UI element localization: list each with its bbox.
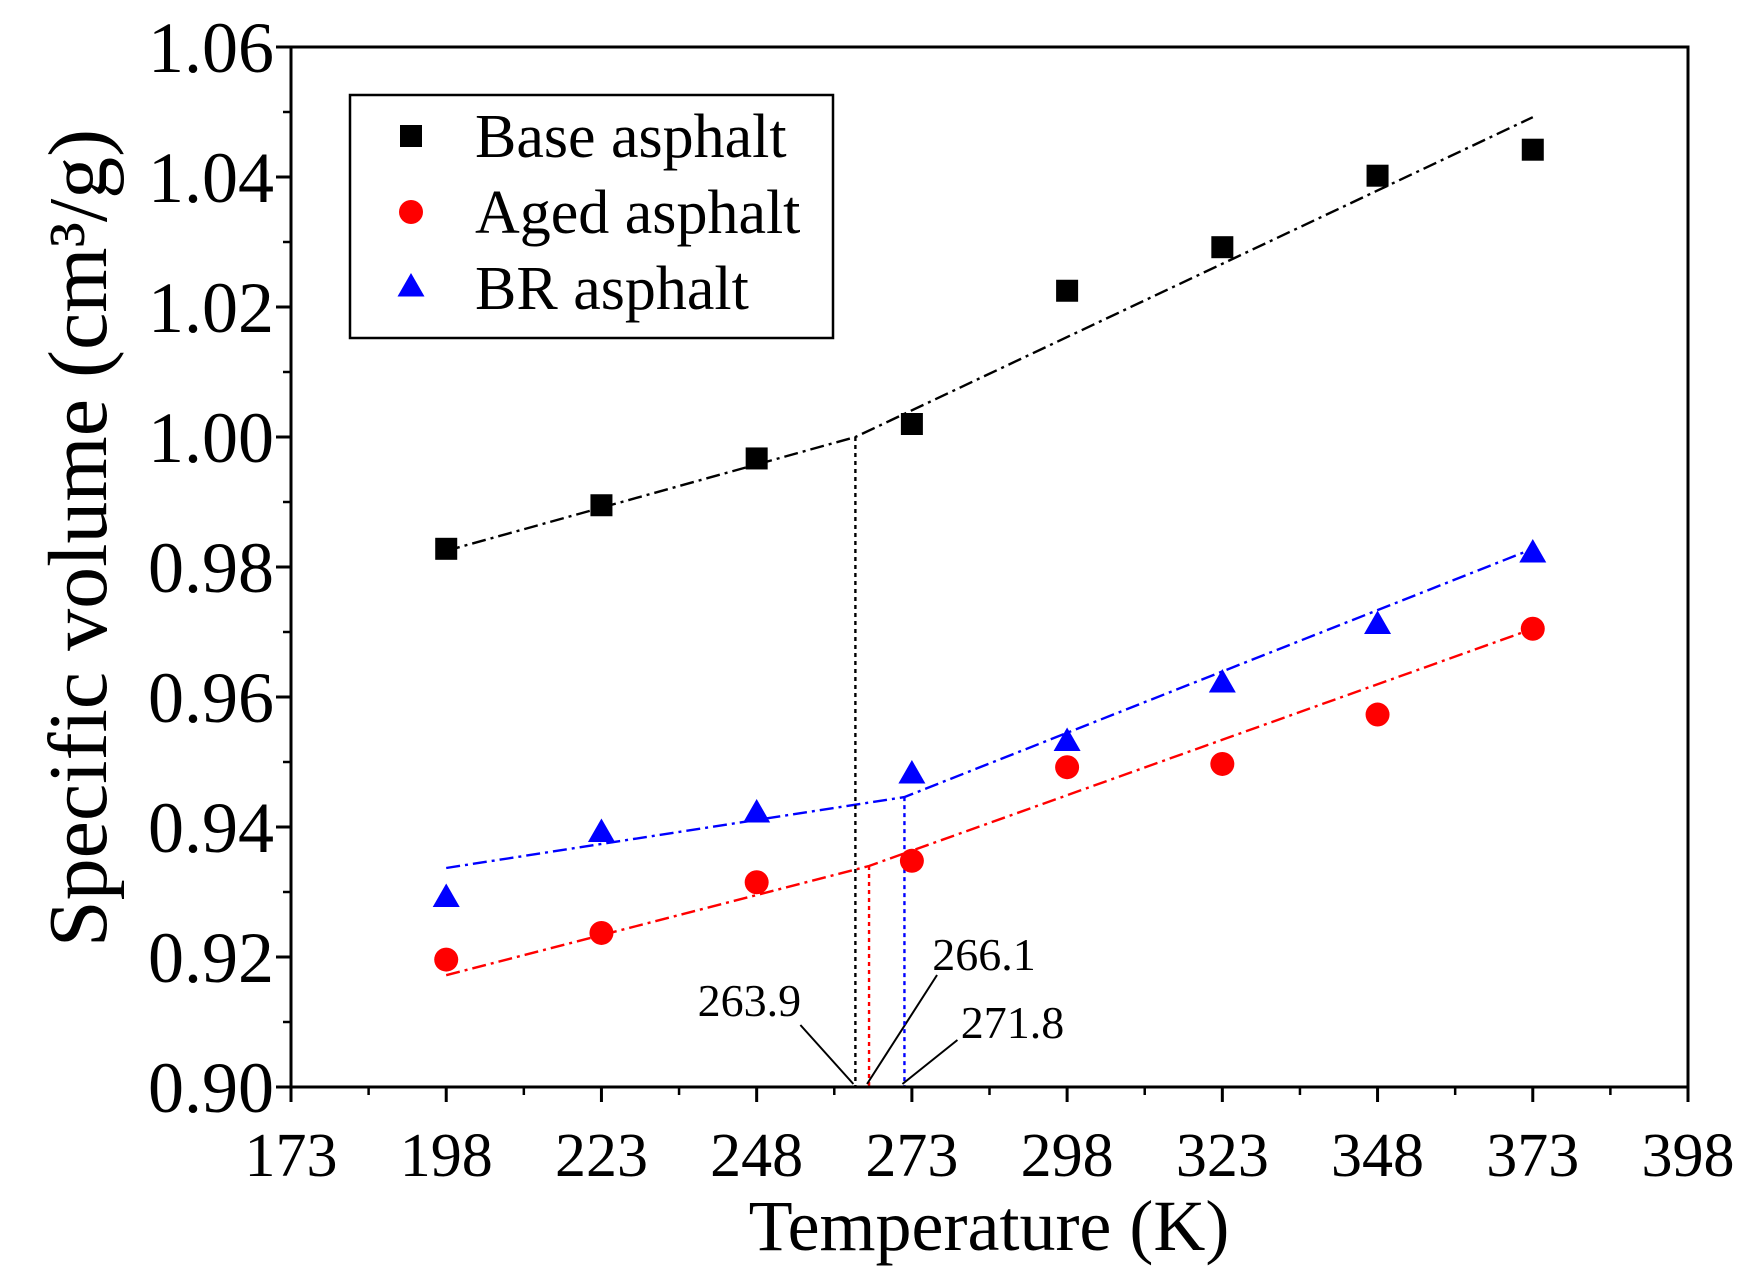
transition-label-271-8: 271.8 [961, 997, 1065, 1048]
br-asphalt-point-248 [743, 799, 771, 823]
x-tick-label: 173 [245, 1122, 338, 1190]
base-asphalt-point-198 [435, 537, 458, 560]
aged-asphalt-point-323 [1210, 751, 1235, 776]
br-asphalt-point-298 [1053, 727, 1081, 751]
y-tick-label: 0.90 [148, 1048, 274, 1128]
legend-marker-base-asphalt [400, 125, 422, 147]
y-tick-label: 0.96 [148, 658, 274, 738]
axis-ticks: 173 198 223 248 273 298 323 348 373 398 0.90 0.92 0.… [148, 8, 1735, 1190]
data-points [432, 138, 1547, 972]
x-axis-label: Temperature (K) [749, 1186, 1230, 1266]
y-tick-label: 1.06 [148, 8, 274, 88]
aged-asphalt-point-223 [589, 920, 614, 945]
x-tick-label: 223 [555, 1122, 648, 1190]
base-asphalt-point-348 [1366, 164, 1389, 187]
base-asphalt-point-298 [1056, 279, 1079, 302]
y-tick-label: 1.02 [148, 268, 274, 348]
aged-asphalt-point-273 [899, 848, 924, 873]
legend-item-aged-asphalt: Aged asphalt [399, 179, 800, 247]
br-asphalt-point-323 [1208, 669, 1236, 693]
br-asphalt-point-223 [587, 818, 615, 842]
base-asphalt-point-273 [900, 413, 923, 435]
legend-label-aged-asphalt: Aged asphalt [475, 179, 800, 247]
x-tick-label: 198 [400, 1122, 493, 1190]
glass-transition-annotations: 263.9 266.1 271.8 [698, 437, 1065, 1087]
transition-leader-line-263-9 [799, 1024, 855, 1085]
legend-label-br-asphalt: BR asphalt [475, 255, 749, 323]
transition-leader-line-271-8 [901, 1039, 959, 1085]
br-asphalt-point-348 [1364, 610, 1392, 634]
x-tick-label: 373 [1486, 1122, 1579, 1190]
x-tick-label: 248 [710, 1122, 803, 1190]
x-tick-label: 273 [865, 1122, 958, 1190]
aged-asphalt-point-348 [1365, 702, 1390, 727]
x-tick-label: 323 [1176, 1122, 1269, 1190]
base-asphalt-point-373 [1521, 138, 1544, 161]
transition-label-266-1: 266.1 [932, 929, 1036, 980]
y-tick-label: 1.00 [148, 398, 274, 478]
br-asphalt-point-198 [432, 883, 460, 907]
legend-item-base-asphalt: Base asphalt [400, 103, 787, 171]
x-tick-label: 398 [1642, 1122, 1735, 1190]
legend: Base asphalt Aged asphalt BR asphalt [348, 93, 835, 340]
aged-asphalt-point-248 [744, 870, 769, 895]
legend-marker-aged-asphalt [399, 200, 423, 224]
base-asphalt-point-223 [590, 494, 613, 517]
y-axis-label: Specific volume (cm³/g) [32, 129, 125, 947]
y-tick-label: 1.04 [148, 138, 274, 218]
aged-asphalt-fit-line [445, 627, 1534, 977]
transition-label-263-9: 263.9 [698, 975, 802, 1026]
legend-label-base-asphalt: Base asphalt [475, 103, 787, 171]
br-asphalt-point-373 [1519, 539, 1547, 563]
transition-leader-line-266-1 [866, 974, 938, 1085]
legend-item-br-asphalt: BR asphalt [397, 255, 749, 323]
y-tick-label: 0.98 [148, 528, 274, 608]
br-asphalt-point-273 [898, 760, 926, 784]
aged-asphalt-point-198 [434, 947, 459, 972]
y-tick-label: 0.92 [148, 918, 274, 998]
legend-box [348, 93, 835, 340]
legend-items: Base asphalt Aged asphalt BR asphalt [397, 103, 800, 323]
x-tick-label: 348 [1331, 1122, 1424, 1190]
aged-asphalt-point-373 [1520, 616, 1545, 641]
x-tick-label: 298 [1021, 1122, 1114, 1190]
legend-marker-br-asphalt [397, 273, 425, 297]
base-asphalt-point-323 [1211, 236, 1234, 259]
base-asphalt-point-248 [745, 447, 768, 470]
y-tick-label: 0.94 [148, 788, 274, 868]
aged-asphalt-point-298 [1055, 755, 1080, 780]
